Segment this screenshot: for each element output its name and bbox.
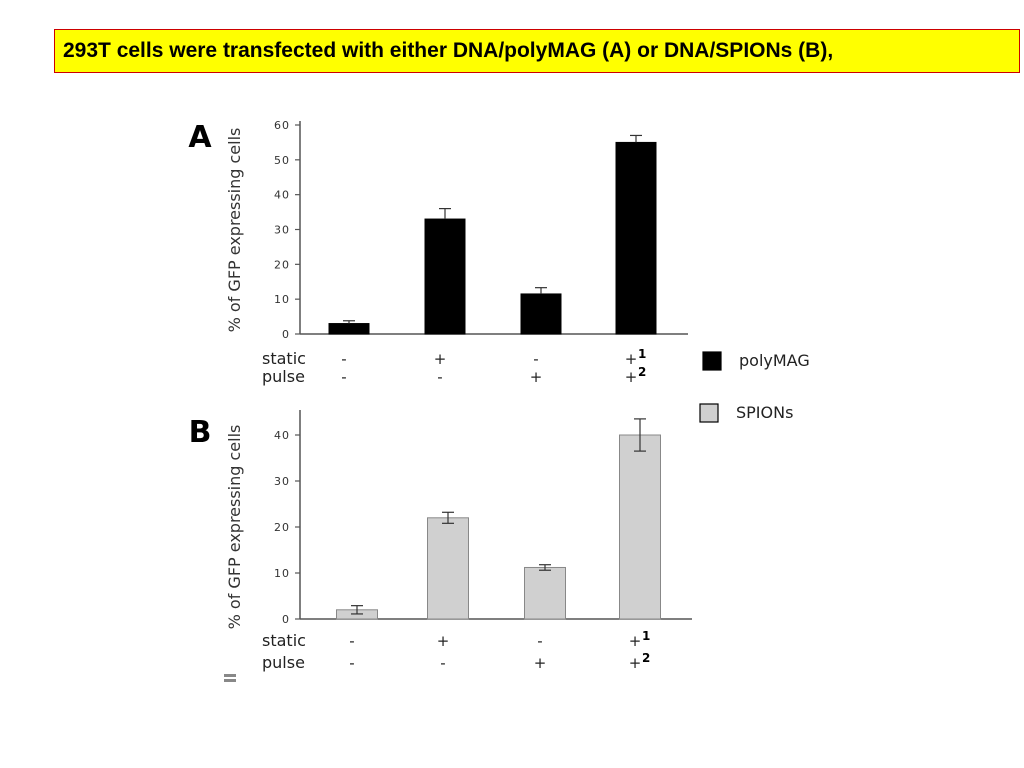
y-tick-label: 20 — [274, 521, 290, 534]
slide-title-box: 293T cells were transfected with either … — [54, 29, 1020, 73]
condition-symbol: - — [537, 632, 542, 650]
condition-symbol: + — [625, 368, 638, 386]
condition-symbol: - — [349, 654, 354, 672]
condition-superscript: 1 — [642, 629, 650, 643]
legend: polyMAG SPIONs — [699, 351, 810, 423]
bar — [619, 434, 661, 620]
legend-swatch — [699, 403, 719, 423]
panel-label: B — [189, 415, 212, 450]
y-tick-label: 20 — [274, 258, 290, 271]
legend-swatch — [702, 351, 722, 371]
bar — [424, 218, 466, 335]
panel-a-chart: A % of GFP expressing cells 0 10 20 30 40 50 60 s… — [188, 119, 688, 386]
bar — [524, 566, 566, 620]
y-tick-label: 30 — [274, 475, 290, 488]
condition-symbol: - — [533, 350, 538, 368]
condition-symbol: + — [437, 632, 450, 650]
bar — [427, 517, 469, 620]
y-tick-label: 10 — [274, 293, 290, 306]
condition-symbol: + — [434, 350, 447, 368]
condition-symbol: + — [629, 632, 642, 650]
condition-symbol: + — [530, 368, 543, 386]
y-tick-label: 0 — [282, 613, 290, 626]
y-tick-label: 60 — [274, 119, 290, 132]
slide-title: 293T cells were transfected with either … — [63, 39, 834, 62]
y-axis-label: % of GFP expressing cells — [225, 128, 244, 333]
legend-label: SPIONs — [736, 403, 793, 422]
y-tick-label: 40 — [274, 429, 290, 442]
condition-symbol: - — [341, 368, 346, 386]
condition-row-label: pulse — [262, 653, 305, 672]
y-tick-label: 10 — [274, 567, 290, 580]
condition-symbol: + — [625, 350, 638, 368]
condition-superscript: 2 — [642, 651, 650, 665]
condition-symbol: - — [437, 368, 442, 386]
condition-symbol: - — [349, 632, 354, 650]
condition-row-label: pulse — [262, 367, 305, 386]
panel-label: A — [188, 120, 212, 155]
condition-symbol: + — [534, 654, 547, 672]
y-tick-label: 0 — [282, 328, 290, 341]
y-tick-label: 40 — [274, 189, 290, 202]
condition-symbol: + — [629, 654, 642, 672]
y-tick-label: 50 — [274, 154, 290, 167]
condition-row-label: static — [262, 349, 306, 368]
legend-label: polyMAG — [739, 351, 810, 370]
condition-symbol: - — [440, 654, 445, 672]
condition-superscript: 2 — [638, 365, 646, 379]
partial-label-fragment — [224, 674, 236, 682]
bar — [328, 323, 370, 335]
panel-b-chart: B % of GFP expressing cells 0 10 20 30 40 stati… — [189, 410, 692, 672]
condition-row-label: static — [262, 631, 306, 650]
y-axis-label: % of GFP expressing cells — [225, 425, 244, 630]
condition-superscript: 1 — [638, 347, 646, 361]
bar — [615, 141, 657, 335]
y-tick-label: 30 — [274, 224, 290, 237]
condition-symbol: - — [341, 350, 346, 368]
bar — [520, 293, 562, 335]
